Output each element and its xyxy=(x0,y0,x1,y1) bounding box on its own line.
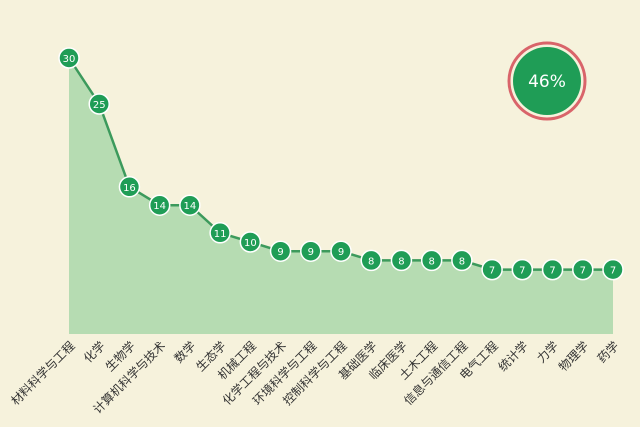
marker xyxy=(511,258,534,281)
gauge-ring xyxy=(507,41,587,121)
gauge-label: 46% xyxy=(528,72,566,92)
x-tick-label: 药学 xyxy=(594,338,622,366)
marker xyxy=(209,222,231,244)
data-label: 16 xyxy=(123,183,136,194)
data-label: 7 xyxy=(610,266,616,277)
data-label: 10 xyxy=(244,238,257,249)
marker xyxy=(420,249,443,272)
marker xyxy=(390,249,413,272)
data-label: 14 xyxy=(184,201,197,212)
marker xyxy=(118,176,141,198)
x-tick-label: 物理学 xyxy=(555,338,591,374)
marker xyxy=(360,249,382,272)
data-label: 8 xyxy=(368,256,374,267)
marker xyxy=(602,258,624,281)
marker xyxy=(58,47,80,69)
marker xyxy=(481,258,503,281)
data-label: 30 xyxy=(63,54,76,65)
x-tick-label: 统计学 xyxy=(495,338,531,374)
data-label: 7 xyxy=(519,266,525,277)
data-label: 9 xyxy=(277,247,283,258)
data-label: 8 xyxy=(428,256,434,267)
data-label: 7 xyxy=(580,266,586,277)
marker xyxy=(88,93,110,115)
data-label: 9 xyxy=(308,247,314,258)
marker xyxy=(572,258,594,281)
data-label: 8 xyxy=(459,256,465,267)
marker xyxy=(148,194,171,216)
marker xyxy=(300,240,322,262)
marker xyxy=(179,194,201,216)
marker xyxy=(541,258,564,281)
data-label: 9 xyxy=(338,247,344,258)
x-tick-label: 力学 xyxy=(534,338,562,366)
marker xyxy=(239,231,262,253)
marker xyxy=(269,240,292,262)
marker xyxy=(330,240,352,262)
x-tick-label: 材料科学与工程 xyxy=(8,338,78,408)
gauge-disc xyxy=(513,47,581,115)
data-label: 7 xyxy=(549,266,555,277)
data-label: 14 xyxy=(153,201,166,212)
data-label: 8 xyxy=(398,256,404,267)
data-label: 25 xyxy=(93,100,106,111)
data-label: 11 xyxy=(214,229,227,240)
marker xyxy=(451,249,473,272)
data-label: 7 xyxy=(489,266,495,277)
x-tick-label: 化学 xyxy=(80,338,108,366)
x-tick-label: 数学 xyxy=(171,338,199,366)
